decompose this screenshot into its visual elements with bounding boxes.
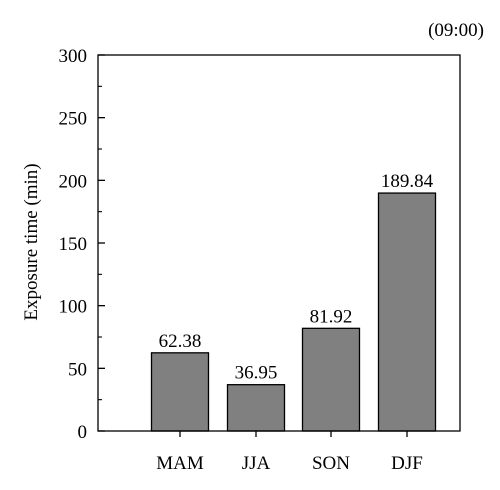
x-tick-label-jja: JJA bbox=[242, 453, 271, 474]
y-tick-label: 50 bbox=[68, 359, 87, 380]
labels-layer: 62.38 MAM 36.95 JJA 81.92 SON 189.84 DJF 0 50 100 1… bbox=[59, 46, 434, 474]
y-tick-label: 250 bbox=[59, 109, 88, 130]
data-label-mam: 62.38 bbox=[159, 331, 202, 352]
x-tick-label-mam: MAM bbox=[156, 453, 204, 474]
bar-son bbox=[301, 327, 361, 432]
y-tick-label: 0 bbox=[78, 422, 88, 443]
y-tick-label: 300 bbox=[59, 46, 88, 67]
axes-layer bbox=[97, 54, 461, 437]
y-tick-label: 100 bbox=[59, 297, 88, 318]
data-label-son: 81.92 bbox=[310, 306, 353, 327]
time-annotation: (09:00) bbox=[428, 20, 484, 41]
data-label-djf: 189.84 bbox=[381, 171, 434, 192]
x-tick-label-son: SON bbox=[312, 453, 350, 474]
bar-mam bbox=[150, 352, 210, 432]
y-axis-title: Exposure time (min) bbox=[21, 163, 42, 320]
y-tick-label: 150 bbox=[59, 234, 88, 255]
y-tick-label: 200 bbox=[59, 171, 88, 192]
bar-djf bbox=[377, 192, 437, 432]
x-tick-label-djf: DJF bbox=[391, 453, 423, 474]
bar-jja bbox=[226, 384, 286, 432]
data-label-jja: 36.95 bbox=[235, 363, 278, 384]
bars-layer bbox=[150, 192, 437, 432]
